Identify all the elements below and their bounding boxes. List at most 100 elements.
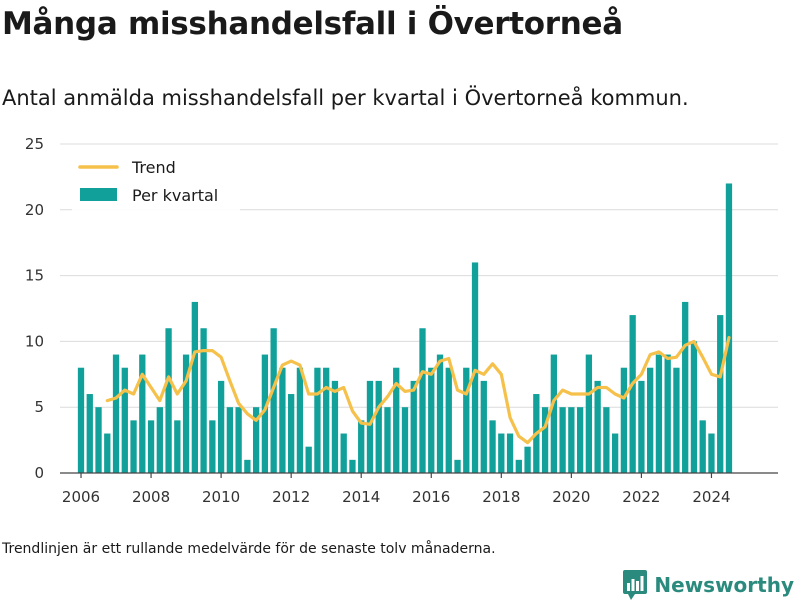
bar — [506, 433, 514, 473]
legend-trend-label: Trend — [131, 158, 176, 177]
x-tick-label: 2024 — [692, 488, 730, 506]
bar — [515, 459, 522, 473]
y-tick-label: 0 — [34, 464, 44, 482]
bar — [568, 407, 575, 473]
bar — [384, 407, 391, 473]
bar — [174, 420, 181, 473]
bar — [559, 407, 566, 473]
bar — [261, 354, 269, 473]
bar — [480, 380, 487, 473]
bar — [288, 394, 295, 473]
x-tick-label: 2018 — [482, 488, 520, 506]
bar — [655, 354, 663, 473]
y-tick-label: 15 — [25, 267, 44, 285]
bar — [471, 262, 479, 473]
trend-series — [105, 335, 731, 445]
x-tick-label: 2014 — [342, 488, 380, 506]
bar — [305, 446, 312, 473]
bar — [603, 407, 610, 473]
bar — [498, 433, 505, 473]
bar — [419, 328, 426, 473]
bar — [296, 367, 304, 473]
bar — [340, 433, 347, 473]
bar — [217, 380, 225, 473]
bar — [366, 380, 374, 473]
bar — [349, 459, 356, 473]
footnote: Trendlinjen är ett rullande medelvärde f… — [2, 541, 496, 557]
bar — [235, 407, 242, 473]
legend-bars-label: Per kvartal — [132, 186, 218, 205]
bar — [86, 394, 93, 473]
bar — [244, 459, 251, 473]
y-tick-label: 25 — [25, 135, 44, 153]
bar — [279, 367, 286, 473]
bar — [130, 420, 137, 473]
y-axis-ticks: 0 5 10 15 20 25 — [25, 135, 44, 482]
x-tick-label: 2012 — [272, 488, 310, 506]
x-tick-label: 2006 — [62, 488, 100, 506]
bar — [576, 407, 584, 473]
bar — [77, 367, 85, 473]
bar — [112, 354, 120, 473]
bar — [410, 380, 417, 473]
bar — [182, 354, 190, 473]
bar — [463, 367, 470, 473]
bar — [401, 407, 409, 473]
legend-bars-swatch — [80, 188, 117, 201]
bar — [252, 407, 260, 473]
bar — [393, 367, 400, 473]
bar — [270, 328, 277, 473]
x-tick-label: 2016 — [412, 488, 450, 506]
x-tick-label: 2022 — [622, 488, 660, 506]
trend-line — [105, 335, 731, 445]
chart-title: Många misshandelsfall i Övertorneå — [2, 6, 623, 42]
bar — [664, 354, 671, 473]
brand-logo: Newsworthy — [623, 570, 794, 600]
bar — [541, 407, 549, 473]
bar — [647, 367, 654, 473]
y-tick-label: 10 — [25, 332, 44, 350]
bar — [638, 380, 645, 473]
bar — [611, 433, 619, 473]
bar — [95, 407, 102, 473]
bar — [594, 380, 601, 473]
bar — [147, 420, 155, 473]
bar — [717, 315, 724, 473]
legend: Trend Per kvartal — [72, 150, 240, 212]
bar-chart-logo-icon — [623, 570, 648, 600]
bar — [699, 420, 706, 473]
legend-background — [72, 150, 240, 212]
bar — [524, 446, 531, 473]
bar — [620, 367, 628, 473]
bar — [708, 433, 715, 473]
bar — [358, 420, 365, 473]
bar — [375, 380, 382, 473]
x-tick-label: 2008 — [132, 488, 170, 506]
brand-name: Newsworthy — [654, 573, 794, 597]
bar — [428, 367, 435, 473]
bar — [489, 420, 496, 473]
bar — [226, 407, 234, 473]
bar — [331, 380, 339, 473]
bar — [454, 459, 461, 473]
bar-series — [77, 183, 733, 474]
x-tick-label: 2020 — [552, 488, 590, 506]
y-tick-label: 5 — [34, 398, 44, 416]
x-axis-ticks: 2006 2008 2010 2012 2014 2016 2018 2020 2022 2024 — [62, 473, 731, 506]
bar — [191, 301, 198, 473]
bar — [682, 301, 689, 473]
bar — [209, 420, 216, 473]
bar — [629, 315, 636, 473]
bar — [445, 367, 452, 473]
bar — [314, 367, 321, 473]
bar — [585, 354, 593, 473]
x-tick-label: 2010 — [202, 488, 240, 506]
chart-subtitle: Antal anmälda misshandelsfall per kvarta… — [2, 86, 689, 110]
bar — [121, 367, 128, 473]
bar — [673, 367, 680, 473]
bar — [200, 328, 207, 473]
bar — [690, 341, 698, 473]
y-tick-label: 20 — [25, 201, 44, 219]
bar — [156, 407, 163, 473]
